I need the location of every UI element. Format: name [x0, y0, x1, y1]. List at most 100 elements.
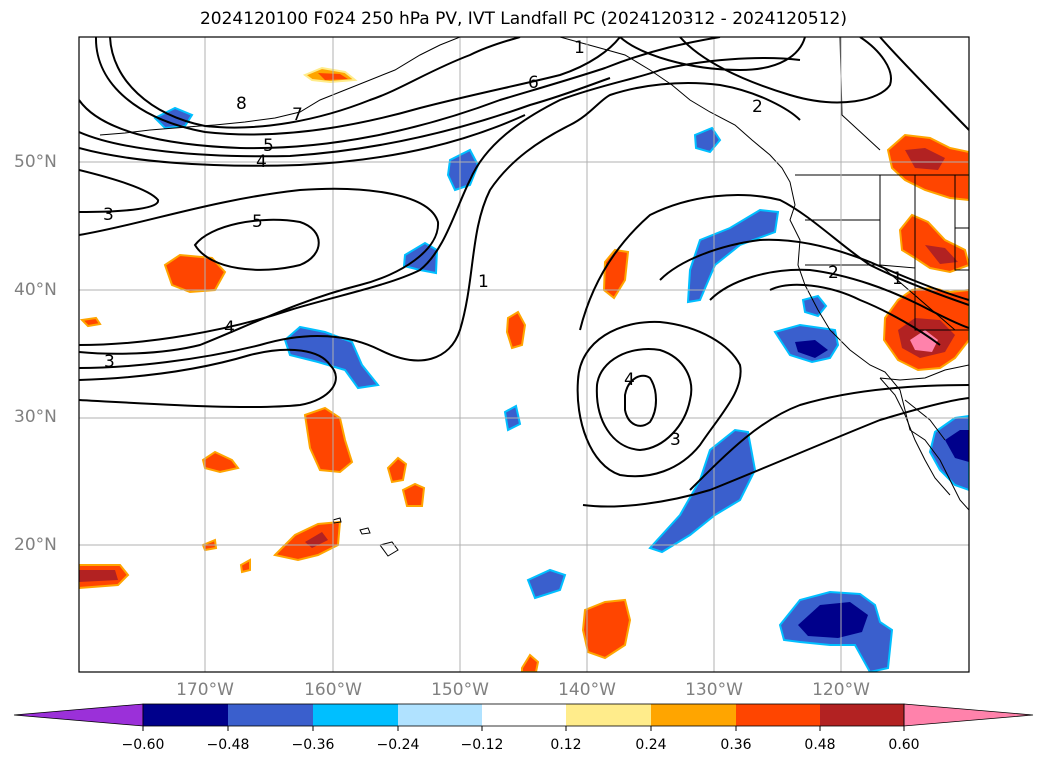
pos-blob-nevada — [898, 213, 969, 274]
contour-label: 6 — [528, 73, 539, 93]
colorbar-tick-label: −0.36 — [291, 737, 335, 753]
contour-label: 3 — [670, 430, 681, 450]
coastline-hawaii-2 — [359, 527, 371, 535]
contour-label: 1 — [478, 272, 489, 292]
colorbar — [13, 703, 1034, 731]
pv-contour-south-1 — [582, 397, 969, 508]
contour-label: 4 — [224, 318, 235, 338]
neg-blob-28n-113w-core — [945, 430, 969, 462]
colorbar-frame — [142, 703, 905, 727]
coastline-baja — [879, 377, 951, 496]
lon-label: 150°W — [431, 680, 489, 700]
pv-contour-ne — [879, 37, 969, 131]
colorbar-bin — [313, 704, 398, 726]
pv-contour-east-1 — [659, 238, 969, 301]
colorbar-extend-low — [13, 703, 144, 727]
contour-label: 1 — [574, 38, 585, 58]
lon-label: 170°W — [176, 680, 234, 700]
neg-blob-43n-128w — [686, 208, 780, 304]
border-us-mexico — [879, 364, 969, 381]
neg-blob-27n-132w — [648, 428, 757, 554]
neg-blob-39n-124w — [801, 294, 828, 318]
neg-blob-gulf-alaska — [153, 106, 194, 130]
pos-blob-19n-167w — [239, 558, 251, 574]
contour-label: 4 — [624, 370, 635, 390]
pv-contour-east-3 — [769, 283, 941, 346]
neg-blob-12n-120w-core — [798, 602, 868, 638]
pv-contour-5-closed — [193, 218, 320, 271]
pv-contour-1-long — [79, 82, 801, 369]
lon-label: 130°W — [685, 680, 743, 700]
colorbar-tick-label: 0.12 — [550, 737, 582, 753]
colorbar-extend-high — [903, 703, 1034, 727]
pv-contour-4 — [79, 114, 526, 167]
neg-blob-36n-163w — [283, 325, 380, 390]
colorbar-tick-label: −0.24 — [376, 737, 420, 753]
neg-blob-38n-125w-core — [795, 340, 828, 358]
colorbar-bin — [651, 704, 736, 726]
pv-contour-east-big — [579, 194, 969, 331]
contour-label: 5 — [263, 136, 274, 156]
border-canada-alaska — [839, 37, 881, 151]
border-states-4 — [954, 175, 969, 271]
coastline-alaska-bc — [559, 37, 969, 511]
pv-contour-3-mid — [79, 57, 801, 346]
coastline-alaska-south — [214, 37, 461, 126]
pc-shading — [79, 66, 969, 672]
pv-contour-6 — [79, 37, 721, 150]
colorbar-bin — [566, 704, 651, 726]
contour-label: 3 — [103, 205, 114, 225]
border-mexico-west — [904, 399, 946, 441]
pv-contour-south-2 — [689, 384, 969, 491]
neg-blob-54n-131w — [693, 126, 722, 154]
pos-blob-36n-145w — [505, 310, 527, 350]
pos-blob-26n-155w — [386, 456, 408, 484]
neg-blob-46n-157w — [446, 148, 480, 192]
pos-blob-idaho-core — [905, 148, 945, 170]
contour-label: 2 — [828, 263, 839, 283]
pv-contour-7 — [94, 37, 621, 136]
colorbar-tick-label: 0.36 — [720, 737, 752, 753]
colorbar-tick-label: −0.60 — [121, 737, 165, 753]
pos-blob-10n-144w — [521, 653, 540, 672]
pos-blob-sw-us-core2 — [910, 330, 938, 352]
map-frame — [78, 36, 970, 673]
pos-blob-20n-162w-core — [305, 532, 328, 548]
colorbar-bin — [398, 704, 482, 726]
pv-contour-2-north — [679, 37, 892, 104]
lon-label: 160°W — [304, 680, 362, 700]
border-states-3 — [805, 264, 956, 331]
border-states-5 — [914, 265, 969, 331]
coastline-hawaii-1 — [379, 541, 399, 557]
pos-blob-26n-169w — [201, 450, 240, 474]
colorbar-tick-label: 0.60 — [888, 737, 920, 753]
pos-blob-28n-162w — [303, 406, 354, 474]
pv-contour-4-mid — [79, 187, 440, 355]
neg-blob-16n-142w — [526, 568, 567, 600]
contour-label: 7 — [292, 105, 303, 125]
pos-blob-nevada-core — [925, 245, 958, 264]
pv-contour-1-north — [619, 37, 806, 72]
pos-blob-40n-138w — [602, 248, 630, 300]
lon-label: 140°W — [558, 680, 616, 700]
colorbar-tick-label: 0.24 — [635, 737, 667, 753]
contour-label: 4 — [256, 152, 267, 172]
pos-blob-17n-180w-core — [79, 570, 118, 582]
pos-blob-42n-168w — [163, 253, 227, 294]
pv-contour-8 — [109, 37, 521, 129]
colorbar-bin — [820, 704, 904, 726]
pos-blob-37n-178w — [79, 316, 102, 328]
pv-contour-cutoff-outer — [576, 320, 742, 478]
lon-label: 120°W — [812, 680, 870, 700]
pv-contour-5-upper — [79, 77, 611, 158]
lat-label: 50°N — [14, 152, 57, 172]
pos-blob-24n-153w — [401, 482, 426, 507]
lat-label: 30°N — [14, 407, 57, 427]
contour-labels: 1 6 2 8 7 5 4 3 5 1 4 3 4 3 2 1 — [103, 38, 903, 450]
pv-contour-3-upper — [79, 169, 159, 213]
contour-label: 5 — [252, 212, 263, 232]
pv-contour-cutoff-3 — [595, 348, 693, 452]
colorbar-tick-label: 0.48 — [804, 737, 836, 753]
contour-label: 2 — [752, 97, 763, 117]
